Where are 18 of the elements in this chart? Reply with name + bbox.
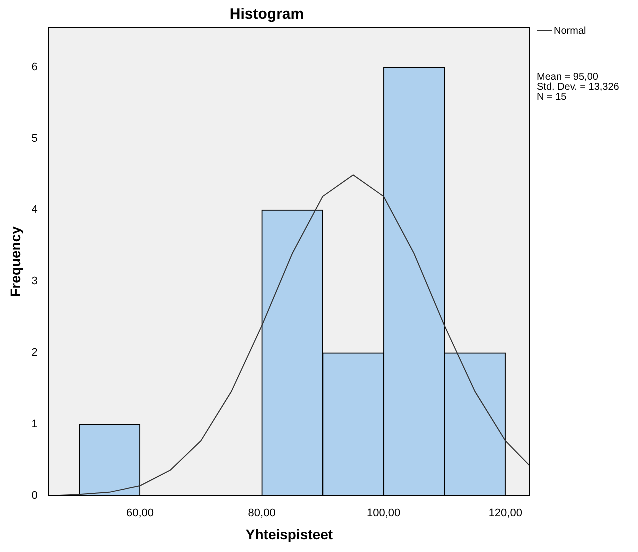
- text: Std. Dev. = 13,326: [537, 82, 620, 93]
- x-tick-label: 80,00: [248, 508, 276, 520]
- y-axis-title: Frequency: [7, 226, 24, 298]
- x-tick-label: 60,00: [126, 508, 154, 520]
- y-tick-label: 2: [32, 347, 38, 360]
- text: N = 15: [537, 92, 568, 103]
- legend-label: Normal: [554, 26, 586, 37]
- text: Mean = 95,00: [537, 72, 599, 83]
- y-tick-label: 5: [32, 132, 38, 145]
- y-tick-label: 6: [32, 61, 38, 74]
- x-axis-title: Yhteispisteet: [246, 526, 334, 542]
- x-tick-label: 120,00: [488, 508, 522, 520]
- y-tick-label: 4: [32, 204, 38, 216]
- x-tick-label: 100,00: [367, 508, 401, 520]
- y-tick-label: 3: [32, 276, 38, 288]
- y-tick-label: 0: [32, 490, 38, 502]
- chart-title: Histogram: [230, 6, 304, 24]
- y-tick-label: 1: [32, 418, 38, 431]
